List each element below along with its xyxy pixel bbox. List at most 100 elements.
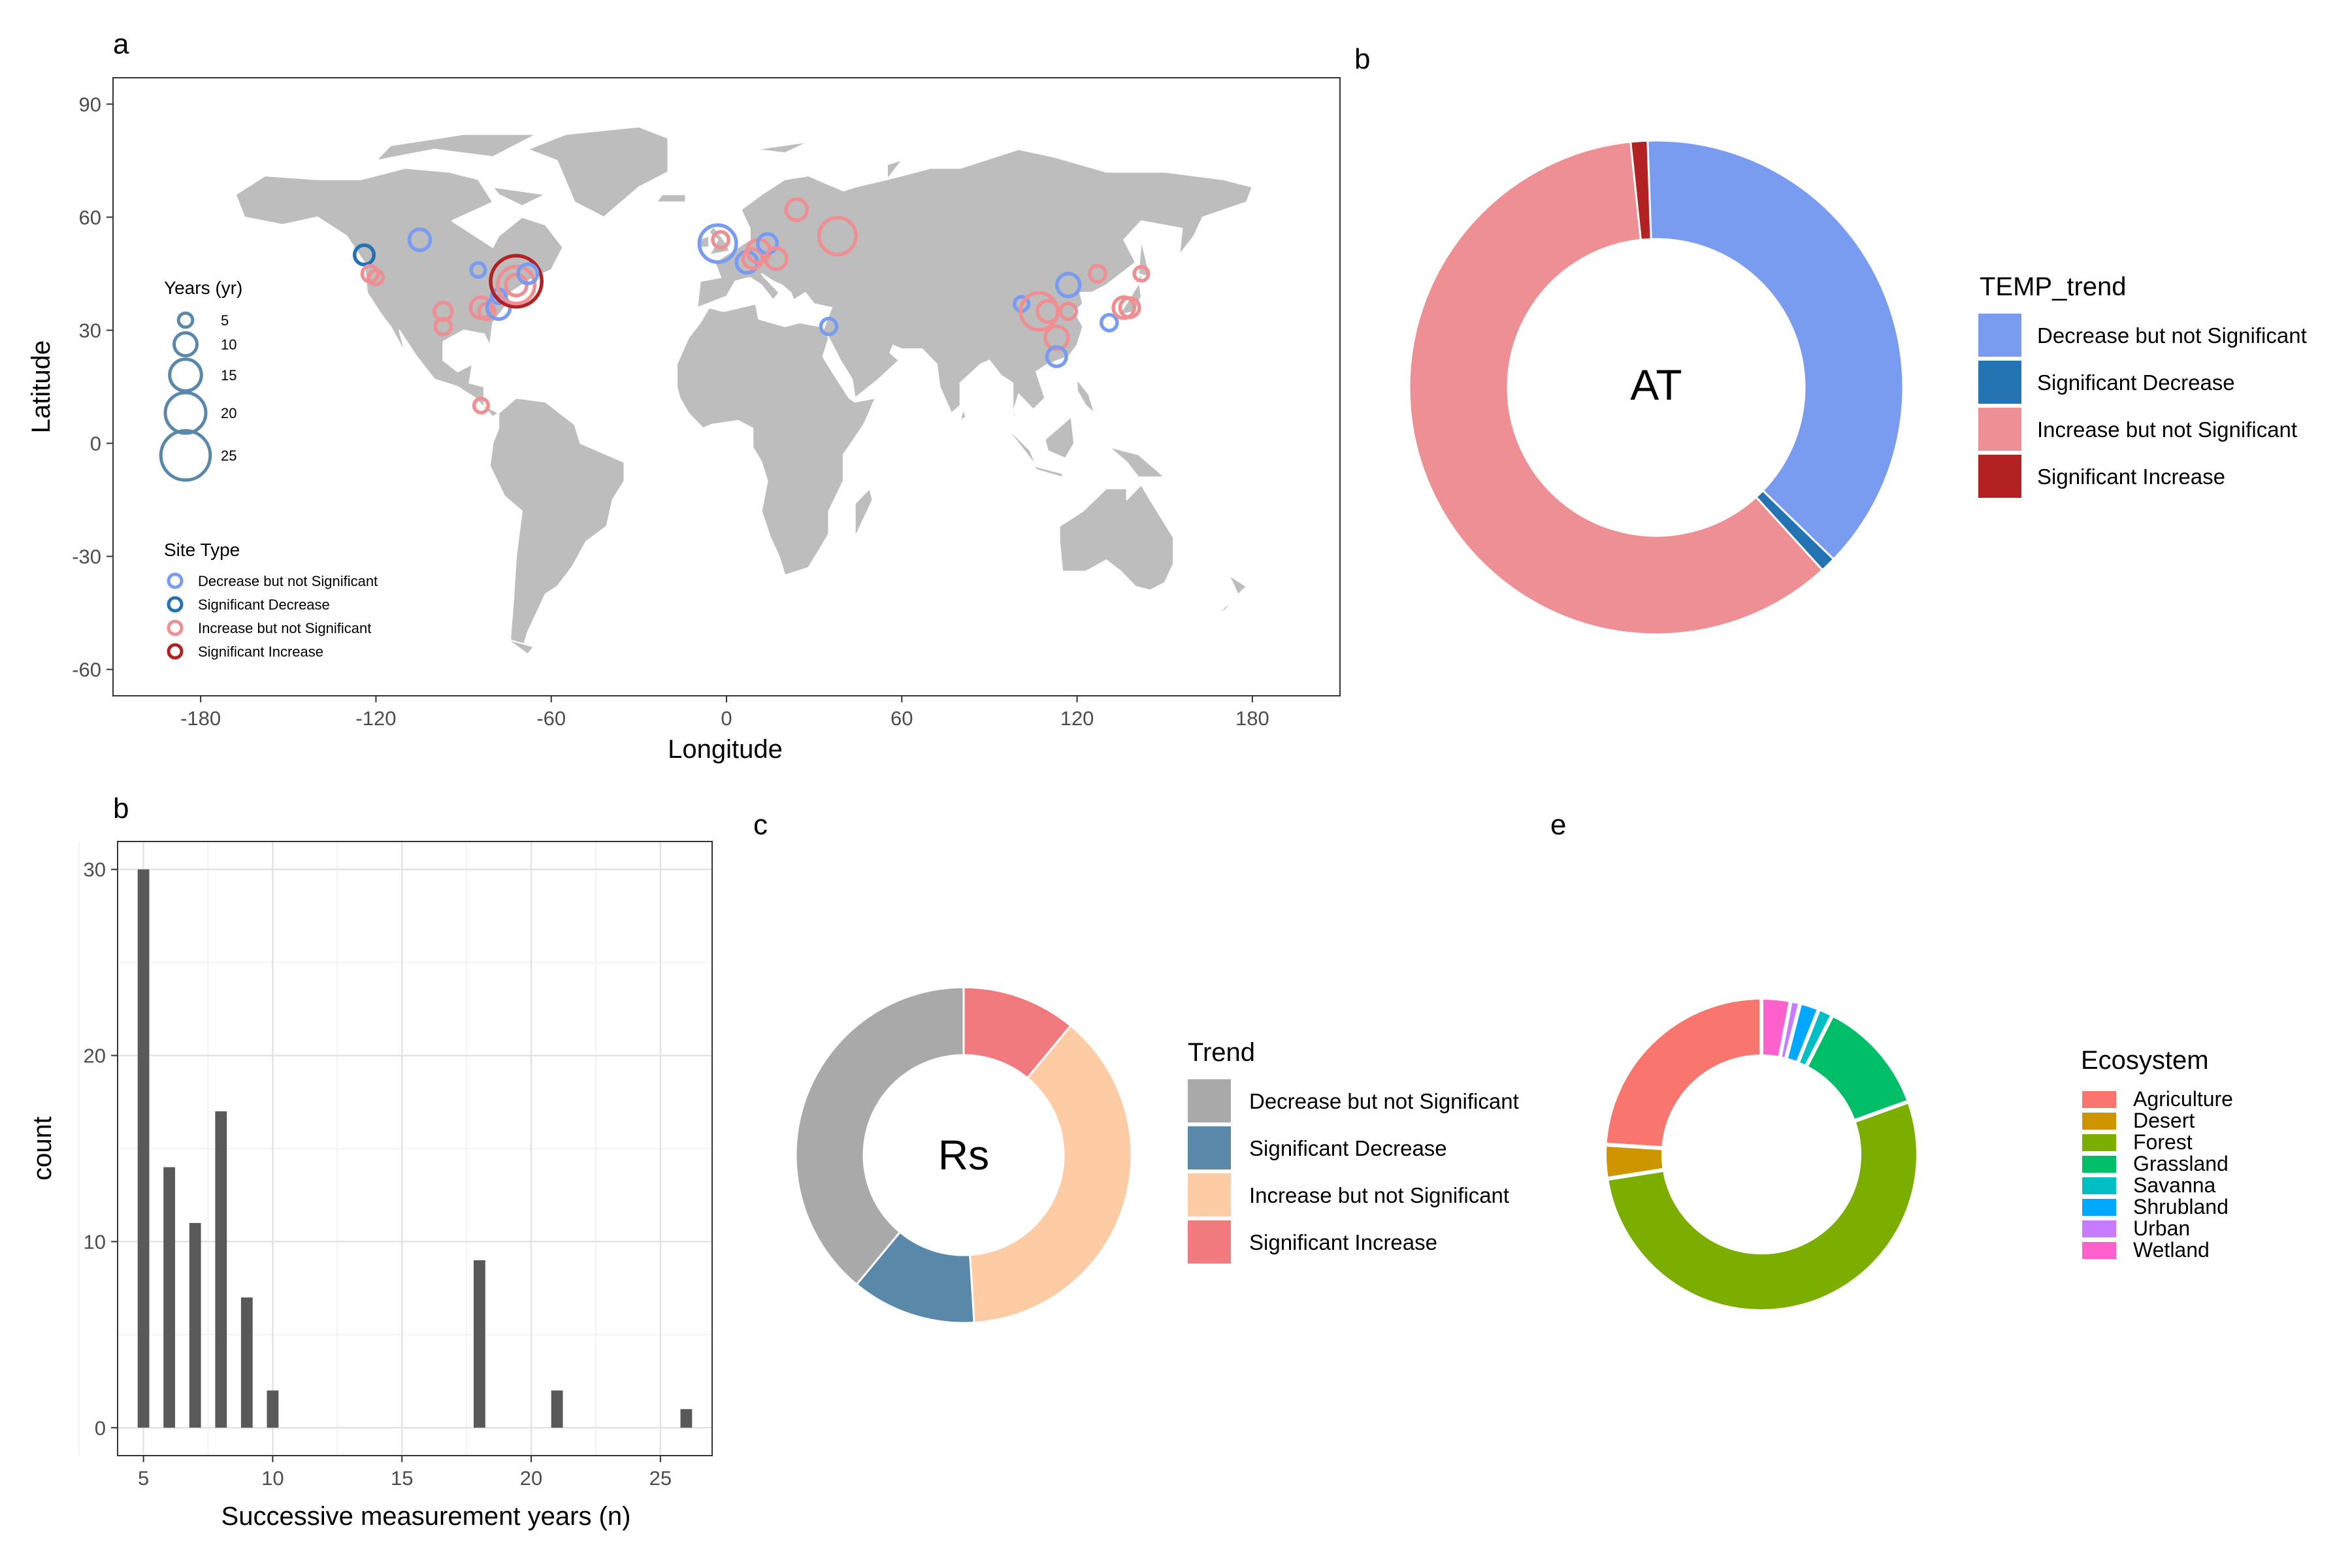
site-type-legend-label: Significant Decrease — [198, 596, 330, 613]
map-y-tick-label: 0 — [90, 433, 101, 455]
site-type-legend-label: Significant Increase — [198, 644, 323, 660]
bar-x-tick-label: 10 — [261, 1467, 284, 1490]
size-legend-key — [163, 391, 208, 435]
rs-trend-legend-label: Significant Increase — [1249, 1230, 1437, 1254]
at-donut-chart — [1408, 139, 1904, 636]
temp-trend-legend: TEMP_trend Decrease but not Significant S… — [1978, 272, 2307, 498]
rs-trend-legend-label: Significant Decrease — [1249, 1136, 1447, 1160]
site-point — [1058, 301, 1079, 321]
site-point — [697, 223, 738, 264]
map-x-tick-label: 0 — [721, 707, 732, 730]
site-point — [407, 227, 433, 252]
land-polygon — [1213, 574, 1247, 617]
site-point — [741, 247, 764, 270]
land-polygon — [492, 186, 546, 207]
count-bar — [551, 1390, 563, 1428]
ecosystem-donut-slice — [1603, 995, 1763, 1151]
size-legend-key — [159, 429, 212, 482]
ecosystem-legend-label: Grassland — [2133, 1152, 2229, 1175]
land-polygon — [1108, 446, 1166, 478]
rs-trend-legend-key — [1188, 1126, 1231, 1169]
at-donut-slice — [1408, 140, 1824, 636]
ecosystem-donut-chart — [1603, 995, 1920, 1313]
land-polygon — [1032, 465, 1064, 478]
ecosystem-donut-slice — [1759, 995, 1793, 1061]
panel-b-donut-label: b — [1354, 43, 1370, 75]
bar-x-tick-label: 20 — [520, 1467, 542, 1490]
ecosystem-legend-key — [2082, 1177, 2116, 1194]
site-point — [1118, 296, 1141, 319]
site-type-legend-key — [167, 643, 184, 660]
land-polygon — [235, 167, 564, 418]
rs-trend-legend: Trend Decrease but not Significant Signif… — [1188, 1038, 1519, 1264]
temp-trend-legend-label: Significant Decrease — [2037, 370, 2235, 395]
land-polygon — [854, 487, 874, 538]
count-bar — [215, 1111, 227, 1428]
bar-y-tick-label: 20 — [84, 1045, 106, 1068]
panel-e: e Ecosystem AgricultureDesertForestGrass… — [1550, 809, 2233, 1313]
rs-trend-legend-key — [1188, 1079, 1231, 1122]
temp-trend-legend-key — [1978, 455, 2021, 498]
bar-x-tick-label: 5 — [138, 1467, 149, 1490]
size-legend-label: 15 — [221, 367, 237, 384]
site-point — [1054, 272, 1082, 299]
site-type-legend-key — [167, 596, 184, 613]
site-point — [1132, 265, 1151, 283]
site-type-legend-key — [167, 572, 184, 589]
bar-y-tick-label: 0 — [95, 1416, 106, 1439]
site-point — [1088, 264, 1107, 284]
at-donut-slice — [1629, 139, 1652, 241]
bar-bars — [137, 869, 693, 1428]
map-landmasses — [235, 126, 1253, 655]
count-bar — [163, 1167, 175, 1428]
temp-trend-legend-label: Decrease but not Significant — [2037, 323, 2307, 348]
count-bar — [267, 1390, 279, 1428]
site-point — [817, 216, 858, 257]
site-type-legend-key — [167, 619, 184, 636]
ecosystem-legend-key — [2082, 1199, 2116, 1216]
count-bar — [474, 1260, 485, 1428]
site-point — [352, 243, 376, 267]
site-point — [1099, 313, 1119, 333]
count-bar — [137, 869, 150, 1428]
temp-trend-legend-key — [1978, 361, 2021, 404]
ecosystem-legend-key — [2082, 1113, 2116, 1130]
site-type-legend-label: Decrease but not Significant — [198, 573, 378, 589]
land-polygon — [886, 152, 926, 180]
rs-donut-chart — [794, 986, 1133, 1324]
panel-a-label: a — [113, 28, 129, 60]
site-point — [469, 261, 487, 279]
rs-donut-slice — [794, 986, 965, 1286]
rs-trend-legend-label: Decrease but not Significant — [1249, 1089, 1519, 1113]
panel-b-bar: b 5 10 15 20 25 0 10 20 30 Successive measuremen… — [28, 792, 713, 1531]
at-center-label: AT — [1630, 361, 1682, 409]
map-x-axis-title: Longitude — [668, 735, 783, 764]
map-axes: -180 -120 -60 0 60 120 180 90 60 30 0 -30 -60 — [72, 93, 1269, 730]
size-legend-label: 10 — [221, 336, 237, 353]
panel-c-label: c — [753, 809, 768, 841]
years-legend-title: Years (yr) — [164, 278, 242, 298]
land-polygon — [506, 638, 534, 655]
ecosystem-legend-label: Savanna — [2133, 1173, 2216, 1197]
map-y-tick-label: -60 — [72, 659, 101, 681]
rs-donut-slice — [969, 1024, 1133, 1324]
panel-c: c Rs Trend Decrease but not Significant S… — [753, 809, 1519, 1324]
temp-trend-legend-label: Significant Increase — [2037, 465, 2225, 489]
panel-b-bar-label: b — [113, 792, 129, 825]
site-type-legend-label: Increase but not Significant — [198, 620, 371, 636]
site-type-legend: Site Type Decrease but not Significant Si… — [164, 540, 378, 660]
temp-trend-legend-key — [1978, 408, 2021, 451]
ecosystem-legend-title: Ecosystem — [2081, 1046, 2209, 1075]
temp-trend-legend-title: TEMP_trend — [1980, 272, 2127, 301]
land-polygon — [375, 133, 538, 161]
rs-trend-legend-key — [1188, 1220, 1231, 1264]
bar-y-tick-label: 30 — [84, 858, 106, 881]
site-point — [711, 230, 730, 250]
site-point — [496, 265, 537, 306]
site-point — [472, 397, 490, 415]
ecosystem-legend-key — [2082, 1220, 2116, 1237]
ecosystem-legend-key — [2082, 1242, 2116, 1259]
bar-x-axis-title: Successive measurement years (n) — [221, 1502, 631, 1531]
site-point — [784, 197, 809, 222]
size-legend-key — [168, 357, 203, 393]
